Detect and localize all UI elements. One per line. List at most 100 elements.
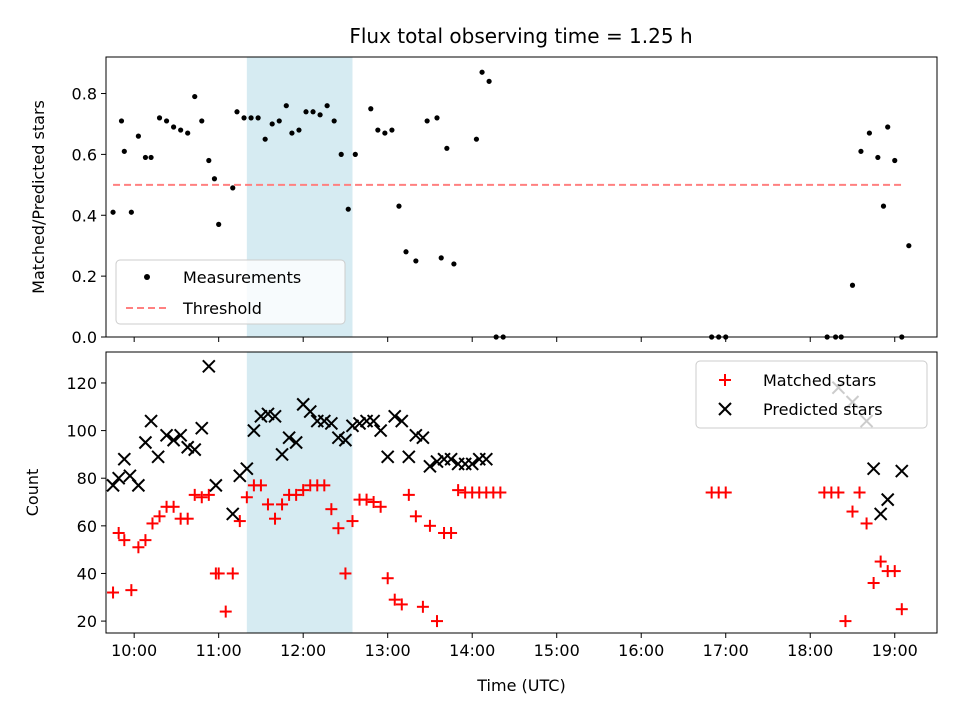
measurement-point	[880, 203, 887, 209]
measurement-point	[331, 118, 337, 124]
bottom-panel: 20 40 60 80 100 120 10:00 11:00 12:00 13:00 14:00…	[23, 351, 938, 695]
legend-measurements-label: Measurements	[183, 268, 301, 287]
measurement-point	[135, 133, 141, 139]
measurement-point	[230, 185, 236, 191]
matched-stars-point	[332, 522, 345, 535]
x-tick-label: 14:00	[449, 641, 495, 660]
predicted-stars-point	[254, 409, 268, 424]
matched-stars-point	[839, 615, 852, 628]
predicted-stars-point	[282, 431, 296, 445]
matched-stars-point	[430, 615, 443, 628]
matched-stars-point	[494, 486, 507, 499]
matched-stars-point	[381, 572, 394, 585]
x-axis-label: Time (UTC)	[476, 676, 565, 695]
matched-stars-point	[219, 605, 232, 618]
matched-stars-point	[853, 486, 866, 499]
measurement-point	[324, 103, 330, 109]
matched-stars-point	[318, 479, 331, 492]
matched-stars-point	[146, 517, 159, 530]
matched-stars-point	[125, 584, 138, 597]
predicted-stars-point	[247, 423, 261, 438]
predicted-stars-point	[106, 478, 120, 493]
predicted-stars-point	[331, 431, 346, 445]
measurement-point	[148, 154, 154, 161]
x-tick-label: 16:00	[618, 641, 664, 660]
measurement-point	[234, 109, 240, 115]
measurement-point	[110, 209, 116, 215]
y-tick-label: 100	[66, 422, 97, 441]
measurement-point	[434, 115, 440, 121]
predicted-stars-point	[303, 404, 317, 419]
bottom-legend: Matched stars Predicted stars	[695, 360, 928, 429]
measurement-point	[849, 282, 856, 288]
measurement-point	[866, 130, 872, 136]
matched-stars-point	[395, 598, 408, 611]
matched-stars-point	[367, 496, 380, 509]
measurement-point	[128, 209, 134, 215]
predicted-stars-point	[317, 414, 332, 428]
predicted-stars-point	[880, 492, 895, 507]
top-marks	[110, 69, 912, 340]
top-axes-frame	[105, 56, 938, 338]
predicted-stars-point	[352, 416, 367, 431]
predicted-stars-point	[188, 442, 202, 457]
measurement-point	[473, 136, 480, 142]
bottom-axes-frame	[105, 351, 938, 634]
predicted-stars-point	[226, 507, 240, 521]
predicted-stars-point	[275, 447, 289, 462]
matched-stars-point	[339, 567, 352, 580]
predicted-stars-point	[289, 435, 303, 450]
predicted-stars-point	[166, 433, 181, 447]
x-tick-label: 18:00	[787, 641, 833, 660]
measurement-point	[241, 115, 247, 121]
measurement-point	[424, 118, 430, 124]
measurement-point	[269, 121, 275, 127]
measurement-point	[276, 118, 282, 124]
x-tick-label: 19:00	[872, 641, 918, 660]
measurement-point	[906, 243, 912, 249]
matched-stars-point	[290, 488, 303, 501]
predicted-stars-point	[373, 423, 388, 438]
measurement-point	[858, 148, 864, 154]
matched-stars-point	[132, 541, 145, 554]
bottom-y-ticks: 20 40 60 80 100 120	[66, 374, 106, 631]
x-tick-label: 13:00	[365, 641, 411, 660]
matched-stars-point	[388, 593, 401, 606]
matched-stars-point	[167, 500, 180, 513]
predicted-stars-point	[202, 359, 216, 373]
measurement-point	[368, 106, 374, 112]
predicted-stars-point	[444, 452, 458, 466]
matched-stars-point	[297, 484, 310, 497]
measurement-point	[413, 258, 419, 264]
x-tick-label: 17:00	[703, 641, 749, 660]
top-legend-box	[115, 259, 346, 325]
legend-predicted-marker	[718, 402, 732, 416]
predicted-stars-point	[366, 414, 381, 428]
measurement-point	[118, 118, 125, 124]
bottom-span-highlight	[246, 352, 353, 633]
predicted-stars-point	[195, 421, 209, 435]
matched-stars-point	[402, 488, 415, 501]
measurement-point	[211, 176, 218, 182]
measurement-point	[345, 206, 351, 212]
matched-stars-point	[888, 565, 901, 578]
measurement-point	[352, 151, 358, 157]
matched-stars-point	[374, 500, 387, 513]
predicted-stars-point	[866, 461, 881, 476]
bottom-legend-box	[695, 360, 928, 429]
measurement-point	[255, 115, 261, 121]
legend-measurements-marker	[144, 274, 150, 280]
predicted-stars-point	[180, 440, 195, 454]
y-tick-label: 20	[77, 612, 97, 631]
matched-stars-point	[118, 534, 131, 547]
y-tick-label: 0.0	[72, 328, 97, 347]
measurement-point	[317, 112, 323, 118]
y-tick-label: 60	[77, 517, 97, 536]
measurement-point	[892, 157, 898, 164]
matched-stars-point	[112, 526, 125, 539]
x-tick-label: 12:00	[280, 641, 326, 660]
top-y-axis-label: Matched/Predicted stars	[29, 100, 48, 294]
measurement-point	[875, 154, 881, 161]
matched-stars-point	[139, 534, 152, 547]
y-tick-label: 0.4	[72, 206, 97, 225]
